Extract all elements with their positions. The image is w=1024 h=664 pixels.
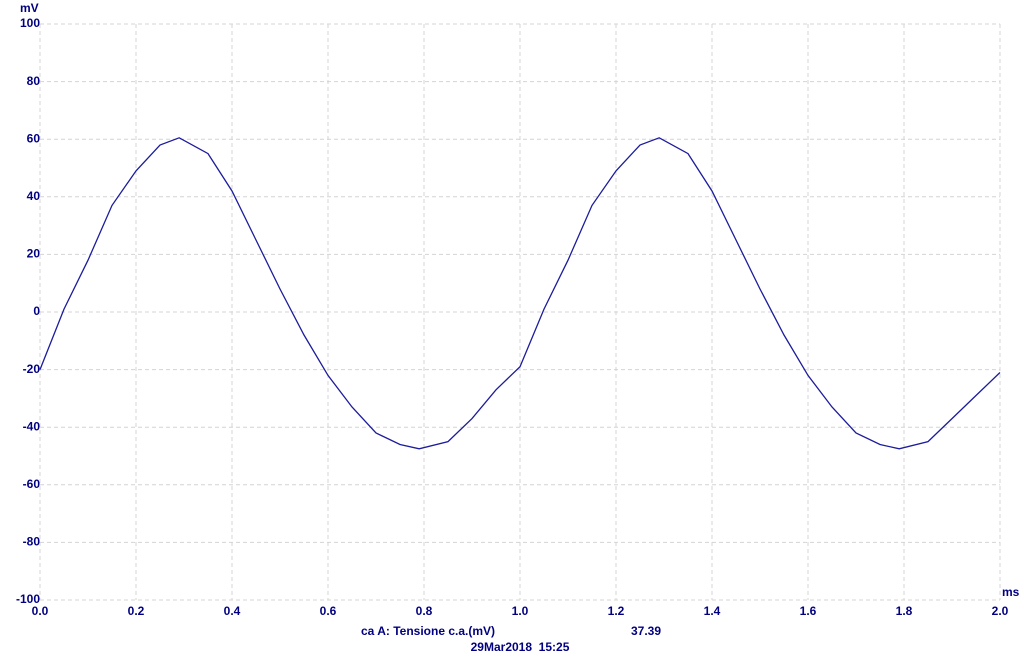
- x-tick-label: 2.0: [992, 604, 1009, 618]
- x-tick-label: 0.8: [416, 604, 433, 618]
- y-tick-label: 100: [20, 16, 40, 30]
- y-tick-label: -20: [23, 362, 41, 376]
- timestamp: 29Mar2018 15:25: [471, 640, 570, 654]
- y-tick-label: 0: [33, 304, 40, 318]
- x-tick-label: 0.0: [32, 604, 49, 618]
- reading: 37.39: [631, 624, 661, 638]
- x-tick-label: 1.8: [896, 604, 913, 618]
- x-tick-label: 0.6: [320, 604, 337, 618]
- x-tick-label: 1.4: [704, 604, 721, 618]
- x-tick-label: 1.2: [608, 604, 625, 618]
- x-tick-label: 1.0: [512, 604, 529, 618]
- y-tick-label: 60: [27, 131, 41, 145]
- y-tick-label: -40: [23, 419, 41, 433]
- y-axis-label: mV: [20, 1, 39, 15]
- y-tick-label: 20: [27, 247, 41, 261]
- x-tick-label: 0.4: [224, 604, 241, 618]
- x-tick-label: 0.2: [128, 604, 145, 618]
- y-tick-label: 80: [27, 74, 41, 88]
- legend-entry: ca A: Tensione c.a.(mV): [361, 624, 495, 638]
- y-tick-label: 40: [27, 189, 41, 203]
- y-tick-label: -100: [16, 592, 40, 606]
- series-line: [39, 137, 1001, 450]
- x-axis-label: ms: [1002, 585, 1020, 599]
- x-tick-label: 1.6: [800, 604, 817, 618]
- y-tick-label: -60: [23, 477, 41, 491]
- y-tick-label: -80: [23, 535, 41, 549]
